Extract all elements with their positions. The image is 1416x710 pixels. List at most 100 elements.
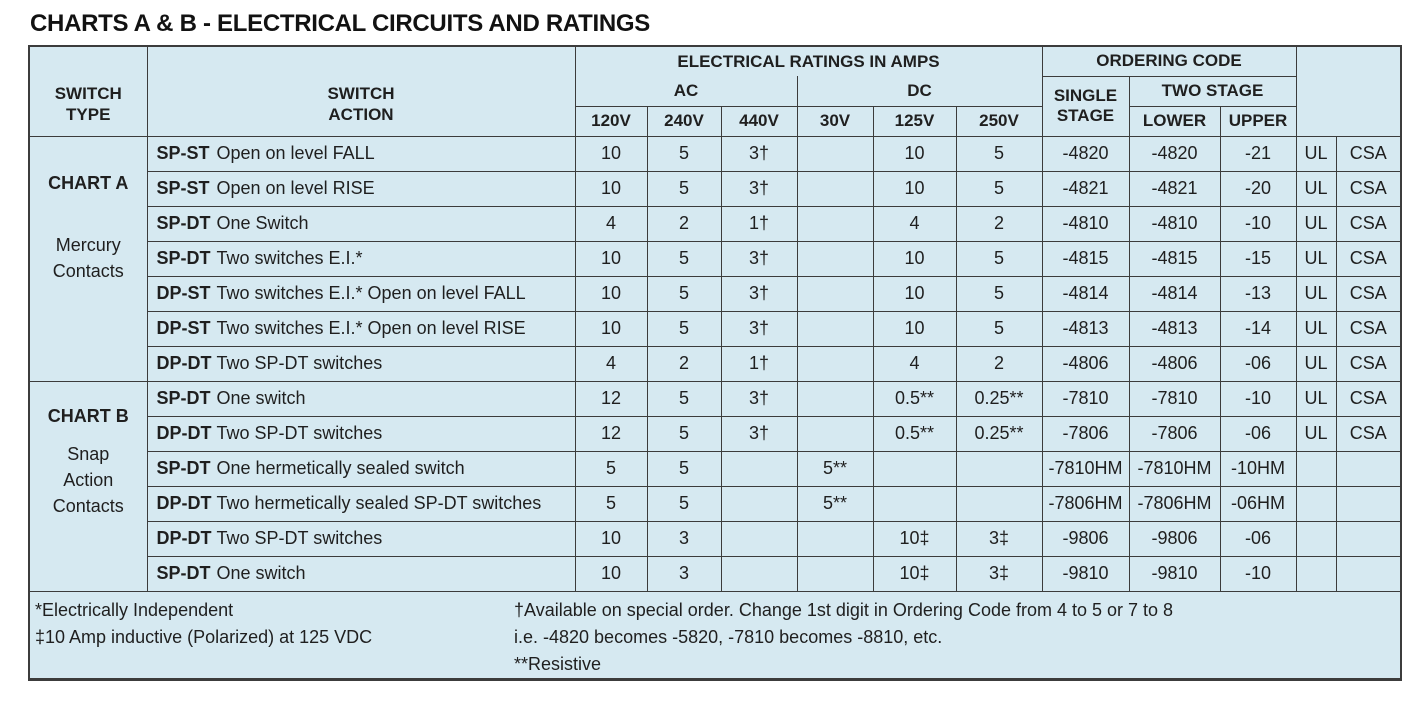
cell-dc-30v <box>796 170 874 207</box>
switch-code: SP-DT <box>156 388 211 408</box>
chart-subtitle-line: Mercury <box>55 234 121 255</box>
switch-action-cell: SP-DT One switch <box>146 380 576 417</box>
table-row: SP-ST Open on level RISE 10 5 3† 10 5 -48… <box>29 170 1402 207</box>
cell-ac-440v: 3† <box>720 170 798 207</box>
switch-action-text: One Switch <box>216 213 309 233</box>
cell-dc-125v: 10 <box>872 170 957 207</box>
switch-action-cell: DP-ST Two switches E.I.* Open on level RI… <box>146 310 576 347</box>
switch-code: DP-DT <box>156 528 212 548</box>
cell-dc-30v <box>796 310 874 347</box>
col-header-switch-action: SWITCH ACTION <box>146 45 576 137</box>
switch-action-text: Two switches E.I.* Open on level FALL <box>216 283 526 303</box>
switch-action-text: Two SP-DT switches <box>216 423 383 443</box>
cell-dc-30v <box>796 380 874 417</box>
switch-code: SP-ST <box>156 143 210 163</box>
table-row: DP-DT Two SP-DT switches 12 5 3† 0.5** 0.… <box>29 415 1402 452</box>
cell-two-stage-upper-code: -15 <box>1219 240 1297 277</box>
cell-two-stage-upper-code: -06 <box>1219 520 1297 557</box>
cell-ac-440v <box>720 450 798 487</box>
cell-dc-250v: 2 <box>955 205 1043 242</box>
cell-ac-240v: 5 <box>646 135 722 172</box>
cell-csa-approval: CSA <box>1335 310 1402 347</box>
group-header-electrical-ratings: ELECTRICAL RATINGS IN AMPS <box>574 45 1043 76</box>
cell-single-stage-code: -4810 <box>1041 205 1130 242</box>
cell-single-stage-code: -9810 <box>1041 555 1130 592</box>
col-header-120v: 120V <box>574 105 648 137</box>
cell-dc-125v: 4 <box>872 345 957 382</box>
footnote-line: **Resistive <box>514 653 602 674</box>
cell-dc-125v: 0.5** <box>872 415 957 452</box>
header-row-subgroups: AC DC SINGLE STAGE TWO STAGE <box>29 75 1401 137</box>
table-row: DP-ST Two switches E.I.* Open on level RI… <box>29 310 1402 347</box>
cell-ac-120v: 5 <box>574 485 648 522</box>
cell-two-stage-lower-code: -4821 <box>1128 170 1221 207</box>
chart-name: CHART A <box>48 172 129 193</box>
cell-two-stage-lower-code: -4813 <box>1128 310 1221 347</box>
cell-csa-approval: CSA <box>1335 275 1402 312</box>
switch-action-cell: SP-DT One switch <box>146 555 576 592</box>
cell-dc-125v: 10 <box>872 240 957 277</box>
cell-dc-30v <box>796 555 874 592</box>
header-row-groups: SWITCH TYPE SWITCH ACTION ELECTRICAL RAT… <box>28 45 1402 137</box>
cell-ac-440v: 3† <box>720 275 798 312</box>
cell-single-stage-code: -7810 <box>1041 380 1130 417</box>
cell-ul-approval <box>1295 555 1337 592</box>
cell-ac-240v: 5 <box>646 275 722 312</box>
col-header-30v: 30V <box>796 105 874 137</box>
footnote-line: †Available on special order. Change 1st … <box>514 599 1174 620</box>
cell-two-stage-lower-code: -7806 <box>1128 415 1221 452</box>
cell-dc-30v: 5** <box>796 485 874 522</box>
col-header-switch-type: SWITCH TYPE <box>28 45 148 137</box>
cell-two-stage-lower-code: -7810HM <box>1128 450 1221 487</box>
cell-dc-125v: 10 <box>872 310 957 347</box>
cell-ac-240v: 5 <box>646 170 722 207</box>
table-row: DP-DT Two SP-DT switches 4 2 1† 4 2 -4806… <box>29 345 1402 382</box>
cell-csa-approval: CSA <box>1335 135 1402 172</box>
switch-code: SP-DT <box>156 563 211 583</box>
footnote-row: *Electrically Independent ‡10 Amp induct… <box>28 590 1402 680</box>
cell-csa-approval: CSA <box>1335 170 1402 207</box>
cell-ac-440v: 1† <box>720 205 798 242</box>
switch-action-text: Two SP-DT switches <box>216 353 383 373</box>
cell-dc-250v: 3‡ <box>955 520 1043 557</box>
chart-subtitle-line: Contacts <box>52 260 124 281</box>
cell-two-stage-lower-code: -4814 <box>1128 275 1221 312</box>
switch-action-cell: DP-ST Two switches E.I.* Open on level FA… <box>146 275 576 312</box>
cell-ac-240v: 5 <box>646 485 722 522</box>
cell-dc-30v <box>796 135 874 172</box>
switch-code: DP-DT <box>156 423 212 443</box>
cell-dc-30v <box>796 520 874 557</box>
switch-action-cell: SP-ST Open on level RISE <box>146 170 576 207</box>
cell-two-stage-lower-code: -7810 <box>1128 380 1221 417</box>
cell-two-stage-upper-code: -10HM <box>1219 450 1297 487</box>
cell-ul-approval <box>1295 520 1337 557</box>
cell-two-stage-lower-code: -4806 <box>1128 345 1221 382</box>
table-footnotes: *Electrically Independent ‡10 Amp induct… <box>28 590 1402 680</box>
cell-single-stage-code: -7806 <box>1041 415 1130 452</box>
footnote-cell: *Electrically Independent ‡10 Amp induct… <box>28 590 1402 680</box>
switch-action-text: Open on level FALL <box>216 143 375 163</box>
cell-ac-240v: 5 <box>646 415 722 452</box>
cell-dc-250v <box>955 450 1043 487</box>
col-header-240v: 240V <box>646 105 722 137</box>
switch-code: SP-DT <box>156 458 211 478</box>
table-header: SWITCH TYPE SWITCH ACTION ELECTRICAL RAT… <box>28 45 1402 137</box>
cell-ac-240v: 2 <box>646 345 722 382</box>
cell-dc-125v: 10 <box>872 135 957 172</box>
switch-action-text: Two hermetically sealed SP-DT switches <box>216 493 542 513</box>
cell-two-stage-lower-code: -4815 <box>1128 240 1221 277</box>
cell-ac-240v: 3 <box>646 520 722 557</box>
footnotes-left: *Electrically Independent ‡10 Amp induct… <box>35 597 1394 651</box>
table-row: DP-DT Two SP-DT switches 10 3 10‡ 3‡ -980… <box>29 520 1402 557</box>
cell-ac-440v: 3† <box>720 135 798 172</box>
switch-action-cell: DP-DT Two SP-DT switches <box>146 345 576 382</box>
cell-dc-250v: 2 <box>955 345 1043 382</box>
switch-code: DP-DT <box>156 353 212 373</box>
switch-action-cell: DP-DT Two SP-DT switches <box>146 415 576 452</box>
section-label-cell: CHART B Snap Action Contacts <box>28 380 148 592</box>
cell-ul-approval: UL <box>1295 415 1337 452</box>
chart-subtitle: Mercury Contacts <box>30 232 146 284</box>
cell-ac-240v: 2 <box>646 205 722 242</box>
chart-subtitle-line: Contacts <box>52 495 124 516</box>
table-row: SP-DT Two switches E.I.* 10 5 3† 10 5 -48… <box>29 240 1402 277</box>
